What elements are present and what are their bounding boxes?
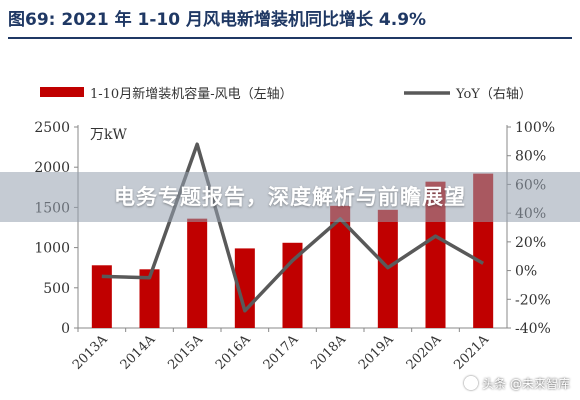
x-axis-labels: 2013A 2014A 2015A 2016A 2017A 2018A 2019A 2020A… — [70, 328, 492, 373]
left-axis-tick-label: 2500 — [34, 120, 70, 136]
right-axis-tick-label: 80% — [515, 149, 546, 165]
bar-2014A — [139, 269, 160, 328]
bar-2015A — [187, 218, 208, 328]
watermark-text: 头条 @未来智库 — [482, 376, 570, 391]
x-axis-tick-label: 2017A — [261, 332, 302, 373]
left-axis-tick-label: 1000 — [34, 241, 70, 257]
bar-2016A — [234, 248, 255, 328]
right-axis-tick-label: 0% — [515, 264, 537, 280]
left-axis-tick-label: 0 — [61, 321, 70, 337]
x-axis-tick-label: 2014A — [118, 332, 159, 373]
x-axis-tick-label: 2016A — [213, 332, 254, 373]
title-divider — [8, 37, 572, 39]
watermark-logo-icon — [464, 376, 479, 390]
overlay-band — [0, 172, 580, 222]
bar-2018A — [330, 205, 351, 328]
x-axis-tick-label: 2018A — [308, 332, 349, 373]
left-axis-tick-label: 500 — [43, 281, 70, 297]
x-axis-tick-label: 2013A — [70, 332, 111, 373]
bar-2013A — [91, 265, 112, 328]
x-axis-tick-label: 2015A — [165, 332, 206, 373]
right-axis-tick-label: 20% — [515, 235, 546, 251]
overlay-headline: 电务专题报告，深度解析与前瞻展望 — [114, 185, 466, 209]
x-axis-tick-label: 2019A — [356, 332, 397, 373]
watermark: 头条 @未来智库 — [464, 374, 570, 392]
figure-title: 图69: 2021 年 1-10 月风电新增装机同比增长 4.9% — [8, 10, 427, 30]
right-axis-tick-label: 100% — [515, 120, 555, 136]
left-axis-unit: 万kW — [90, 127, 127, 143]
x-axis-tick-label: 2021A — [451, 332, 492, 373]
legend: 1-10月新增装机容量-风电（左轴） YoY（右轴） — [40, 86, 532, 102]
right-axis-tick-label: -20% — [515, 292, 551, 308]
legend-swatch-bar — [40, 87, 84, 97]
x-axis-tick-label: 2020A — [404, 332, 445, 373]
legend-label-bar: 1-10月新增装机容量-风电（左轴） — [90, 86, 293, 102]
right-axis-tick-label: -40% — [515, 321, 551, 337]
legend-label-line: YoY（右轴） — [455, 87, 532, 102]
